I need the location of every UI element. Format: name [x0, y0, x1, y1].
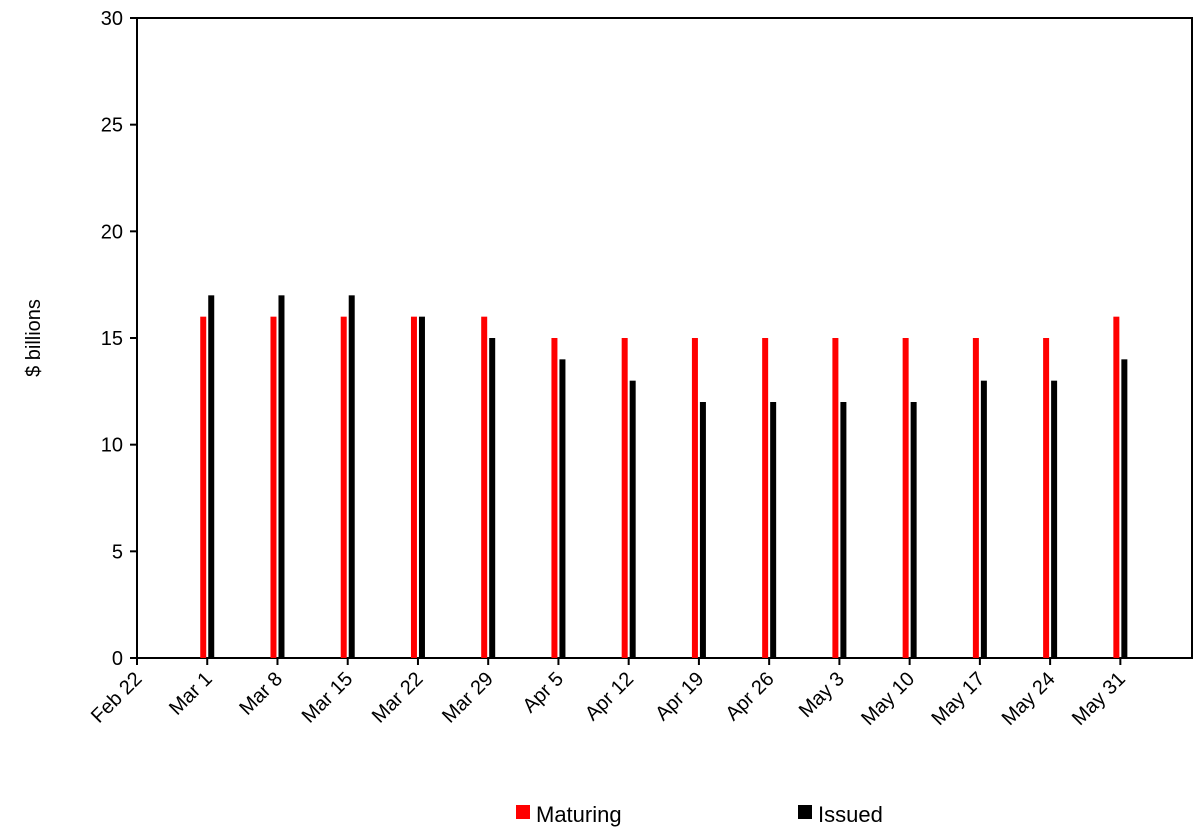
x-tick-label: Mar 29	[438, 668, 498, 728]
y-tick-label: 10	[101, 435, 123, 457]
y-tick-label: 25	[101, 115, 123, 137]
bar-maturing	[1043, 338, 1050, 658]
bar-issued	[1051, 380, 1058, 658]
x-tick-label: Mar 1	[165, 668, 217, 720]
bar-maturing	[1113, 316, 1120, 658]
bar-maturing	[551, 338, 558, 658]
bar-maturing	[972, 338, 979, 658]
y-axis-title: $ billions	[23, 299, 45, 377]
bar-issued	[840, 402, 847, 658]
x-tick-label: May 3	[795, 668, 849, 722]
legend-label-issued: Issued	[818, 802, 883, 827]
bar-issued	[559, 359, 566, 658]
bar-issued	[910, 402, 917, 658]
x-tick-label: Apr 12	[581, 668, 638, 725]
bar-issued	[348, 295, 355, 658]
x-tick-label: Apr 26	[721, 668, 778, 725]
x-tick-label: May 17	[927, 668, 989, 730]
bar-maturing	[691, 338, 698, 658]
x-tick-label: Mar 15	[298, 668, 358, 728]
legend: Maturing Issued	[516, 802, 883, 827]
bar-maturing	[410, 316, 417, 658]
y-tick-label: 5	[112, 541, 123, 563]
plot-frame	[136, 17, 1193, 659]
bar-issued	[418, 316, 425, 658]
legend-swatch-maturing	[516, 805, 530, 819]
x-tick-label: Apr 5	[519, 668, 568, 717]
bar-issued	[980, 380, 987, 658]
x-tick-label: May 31	[1068, 668, 1130, 730]
bar-maturing	[340, 316, 347, 658]
x-tick-label: Feb 22	[87, 668, 147, 728]
bar-issued	[770, 402, 777, 658]
bar-maturing	[481, 316, 488, 658]
x-tick-label: Mar 22	[368, 668, 428, 728]
bar-maturing	[832, 338, 839, 658]
legend-swatch-issued	[798, 805, 812, 819]
bar-issued	[629, 380, 636, 658]
x-tick-label: Apr 19	[651, 668, 708, 725]
bar-issued	[278, 295, 285, 658]
x-tick-label: May 10	[857, 668, 919, 730]
bar-maturing	[200, 316, 207, 658]
y-tick-label: 0	[112, 648, 123, 670]
bar-maturing	[762, 338, 769, 658]
y-tick-label: 15	[101, 328, 123, 350]
bar-maturing	[270, 316, 277, 658]
y-tick-label: 20	[101, 221, 123, 243]
x-tick-label: May 24	[998, 668, 1060, 730]
legend-label-maturing: Maturing	[536, 802, 622, 827]
bar-issued	[208, 295, 215, 658]
bar-issued	[699, 402, 706, 658]
bar-maturing	[902, 338, 909, 658]
bar-issued	[489, 338, 496, 658]
y-tick-label: 30	[101, 8, 123, 30]
bar-maturing	[621, 338, 628, 658]
x-tick-label: Mar 8	[235, 668, 287, 720]
bar-issued	[1121, 359, 1128, 658]
